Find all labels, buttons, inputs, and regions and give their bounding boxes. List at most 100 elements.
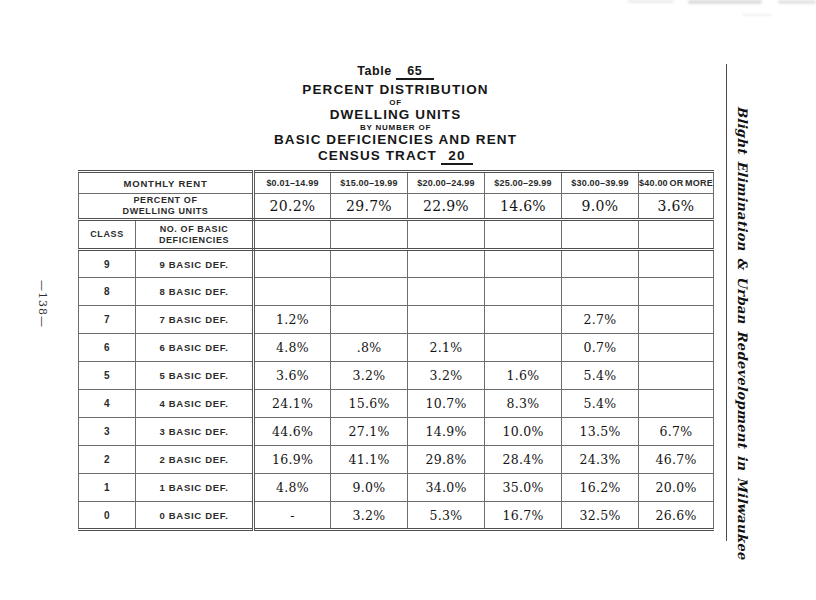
rent-column-header: $15.00–19.99: [331, 172, 408, 194]
percent-value-cell: 3.6%: [254, 362, 331, 390]
percent-value-cell: 29.8%: [408, 446, 485, 474]
percent-value-cell: 5.4%: [562, 362, 639, 390]
percent-value-cell: 16.2%: [562, 474, 639, 502]
deficiency-label-cell: 7 BASIC DEF.: [136, 306, 254, 334]
percent-of-units-header: PERCENT OF DWELLING UNITS: [79, 194, 254, 220]
percent-value-cell: 2.1%: [408, 334, 485, 362]
percent-value-cell: [639, 334, 714, 362]
scan-smudge: [628, 0, 674, 3]
percent-value-cell: 14.9%: [408, 418, 485, 446]
percent-value-cell: [485, 306, 562, 334]
rent-column-header: $30.00–39.99: [562, 172, 639, 194]
class-number-cell: 0: [79, 502, 136, 530]
percent-value-cell: [408, 278, 485, 306]
percent-value-cell: 10.7%: [408, 390, 485, 418]
percent-value-cell: 3.2%: [331, 502, 408, 530]
deficiencies-header: NO. OF BASIC DEFICIENCIES: [136, 220, 254, 250]
percent-value-cell: [639, 306, 714, 334]
class-number-cell: 4: [79, 390, 136, 418]
deficiency-label-cell: 1 BASIC DEF.: [136, 474, 254, 502]
percent-value-cell: [254, 278, 331, 306]
percent-of-units-value: 22.9%: [408, 194, 485, 220]
percent-value-cell: 1.2%: [254, 306, 331, 334]
percent-value-cell: [485, 334, 562, 362]
empty-header-cell: [639, 220, 714, 250]
percent-of-units-value: 20.2%: [254, 194, 331, 220]
deficiency-label-cell: 9 BASIC DEF.: [136, 250, 254, 278]
percent-value-cell: 24.1%: [254, 390, 331, 418]
class-number-cell: 2: [79, 446, 136, 474]
percent-value-cell: [639, 390, 714, 418]
table-row: 11 BASIC DEF.4.8%9.0%34.0%35.0%16.2%20.0…: [79, 474, 714, 502]
table-row: 88 BASIC DEF.: [79, 278, 714, 306]
percent-value-cell: [331, 278, 408, 306]
table-row: 22 BASIC DEF.16.9%41.1%29.8%28.4%24.3%46…: [79, 446, 714, 474]
percent-value-cell: 24.3%: [562, 446, 639, 474]
percent-value-cell: 32.5%: [562, 502, 639, 530]
percent-value-cell: 1.6%: [485, 362, 562, 390]
empty-header-cell: [408, 220, 485, 250]
title-line-5: BASIC DEFICIENCIES AND RENT: [78, 133, 713, 147]
running-title: Blight Elimination & Urban Redevelopment…: [734, 106, 750, 496]
percent-value-cell: [331, 306, 408, 334]
table-body: 99 BASIC DEF.88 BASIC DEF.77 BASIC DEF.1…: [79, 250, 714, 530]
title-line-2: OF: [78, 98, 713, 107]
percent-value-cell: [639, 250, 714, 278]
monthly-rent-header: MONTHLY RENT: [79, 172, 254, 194]
table-number: 65: [396, 64, 434, 80]
percent-value-cell: [331, 250, 408, 278]
percent-value-cell: 4.8%: [254, 334, 331, 362]
class-number-cell: 5: [79, 362, 136, 390]
scan-smudge: [778, 0, 816, 4]
percent-of-units-value: 14.6%: [485, 194, 562, 220]
percent-value-cell: 5.3%: [408, 502, 485, 530]
percent-of-units-row: PERCENT OF DWELLING UNITS 20.2%29.7%22.9…: [79, 194, 714, 220]
percent-value-cell: [254, 250, 331, 278]
percent-value-cell: [639, 362, 714, 390]
percent-value-cell: 9.0%: [331, 474, 408, 502]
percent-value-cell: 3.2%: [408, 362, 485, 390]
percent-value-cell: 41.1%: [331, 446, 408, 474]
percent-value-cell: 4.8%: [254, 474, 331, 502]
percent-value-cell: 8.3%: [485, 390, 562, 418]
percent-value-cell: 16.9%: [254, 446, 331, 474]
page-number: —138—: [37, 280, 49, 324]
rent-column-header: $20.00–24.99: [408, 172, 485, 194]
document-page: Table65 PERCENT DISTRIBUTION OF DWELLING…: [0, 0, 816, 600]
percent-value-cell: [562, 250, 639, 278]
percent-value-cell: 13.5%: [562, 418, 639, 446]
percent-value-cell: 34.0%: [408, 474, 485, 502]
percent-value-cell: 2.7%: [562, 306, 639, 334]
census-number: 20: [441, 148, 473, 165]
title-line-3: DWELLING UNITS: [78, 108, 713, 122]
percent-value-cell: 5.4%: [562, 390, 639, 418]
deficiency-label-cell: 5 BASIC DEF.: [136, 362, 254, 390]
percent-of-units-value: 29.7%: [331, 194, 408, 220]
percent-value-cell: 27.1%: [331, 418, 408, 446]
title-line-1: PERCENT DISTRIBUTION: [78, 83, 713, 97]
scan-smudge: [688, 0, 762, 4]
census-tract-line: CENSUS TRACT 20: [78, 148, 713, 165]
percent-value-cell: [485, 250, 562, 278]
deficiency-label-cell: 2 BASIC DEF.: [136, 446, 254, 474]
percent-value-cell: -: [254, 502, 331, 530]
percent-value-cell: 10.0%: [485, 418, 562, 446]
margin-rule: [726, 64, 727, 541]
percent-value-cell: [639, 278, 714, 306]
class-header: CLASS: [79, 220, 136, 250]
class-number-cell: 7: [79, 306, 136, 334]
percent-value-cell: 16.7%: [485, 502, 562, 530]
percent-value-cell: 15.6%: [331, 390, 408, 418]
census-label: CENSUS TRACT: [318, 148, 437, 163]
deficiency-label-cell: 6 BASIC DEF.: [136, 334, 254, 362]
empty-header-cell: [254, 220, 331, 250]
table-row: 99 BASIC DEF.: [79, 250, 714, 278]
percent-value-cell: 35.0%: [485, 474, 562, 502]
percent-value-cell: 26.6%: [639, 502, 714, 530]
empty-header-cell: [331, 220, 408, 250]
table-row: 77 BASIC DEF.1.2% 2.7%: [79, 306, 714, 334]
title-line-4: BY NUMBER OF: [78, 123, 713, 132]
class-number-cell: 6: [79, 334, 136, 362]
rent-column-header: $25.00–29.99: [485, 172, 562, 194]
percent-value-cell: [408, 250, 485, 278]
